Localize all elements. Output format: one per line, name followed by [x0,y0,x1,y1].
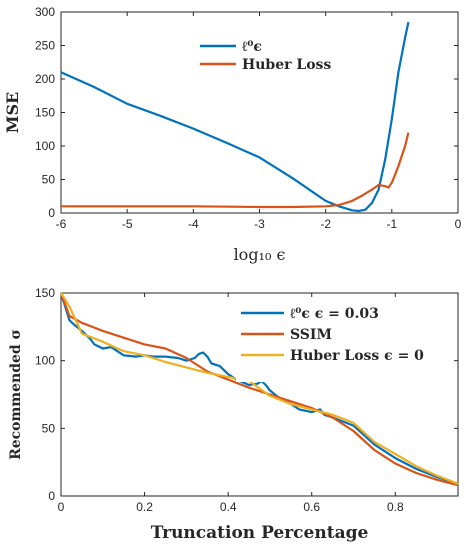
legend-label-3: Huber Loss ϵ = 0 [290,348,424,364]
x-tick-label: -6 [56,217,67,231]
x-tick-label: 0.2 [136,500,153,514]
legend-label-1: ℓ⁰ϵ ϵ = 0.03 [289,306,379,322]
plot-area [60,292,459,497]
y-tick-label: 100 [35,139,55,153]
y-tick-label: 50 [42,173,56,187]
x-tick-label: 0 [455,217,462,231]
y-tick-label: 0 [48,206,55,220]
y-tick-label: 150 [35,286,55,300]
legend-label-2: SSIM [290,327,332,343]
x-axis-label: Truncation Percentage [151,523,369,543]
y-tick-label: 150 [35,106,55,120]
x-tick-label: 0.6 [303,500,320,514]
x-tick-label: -4 [188,217,199,231]
chart-2: 0 0.2 0.4 0.6 0.8 0 50 100 150 Truncation Percent… [8,286,459,543]
y-tick-label: 300 [35,5,55,19]
x-axis-label: log₁₀ ϵ [234,245,286,264]
y-tick-label: 50 [42,421,56,435]
legend: ℓ⁰ϵ ϵ = 0.03 SSIM Huber Loss ϵ = 0 [236,300,454,382]
series-line-1 [60,21,410,213]
y-axis-label: Recommended σ [8,329,24,460]
y-tick-label: 100 [35,354,55,368]
x-tick-label: -2 [320,217,331,231]
legend-label-2: Huber Loss [242,57,331,73]
x-tick-label: 0 [58,500,65,514]
x-tick-label: 0.4 [220,500,237,514]
y-axis-label: MSE [3,92,22,133]
y-tick-label: 250 [35,39,55,53]
chart-1: -6 -5 -4 -3 -2 -1 0 0 50 100 150 200 250 300 log₁₀ ϵ MS… [3,5,462,264]
y-tick-label: 200 [35,72,55,86]
y-tick-label: 0 [48,489,55,503]
legend: ℓ⁰ϵ Huber Loss [195,34,355,78]
x-tick-label: 0.8 [387,500,404,514]
legend-label-1: ℓ⁰ϵ [241,39,262,55]
x-tick-label: -3 [254,217,265,231]
x-tick-label: -5 [122,217,133,231]
x-tick-label: -1 [386,217,397,231]
series-line-2 [59,292,459,487]
legend-box [195,34,355,78]
series-line-2 [61,132,410,209]
